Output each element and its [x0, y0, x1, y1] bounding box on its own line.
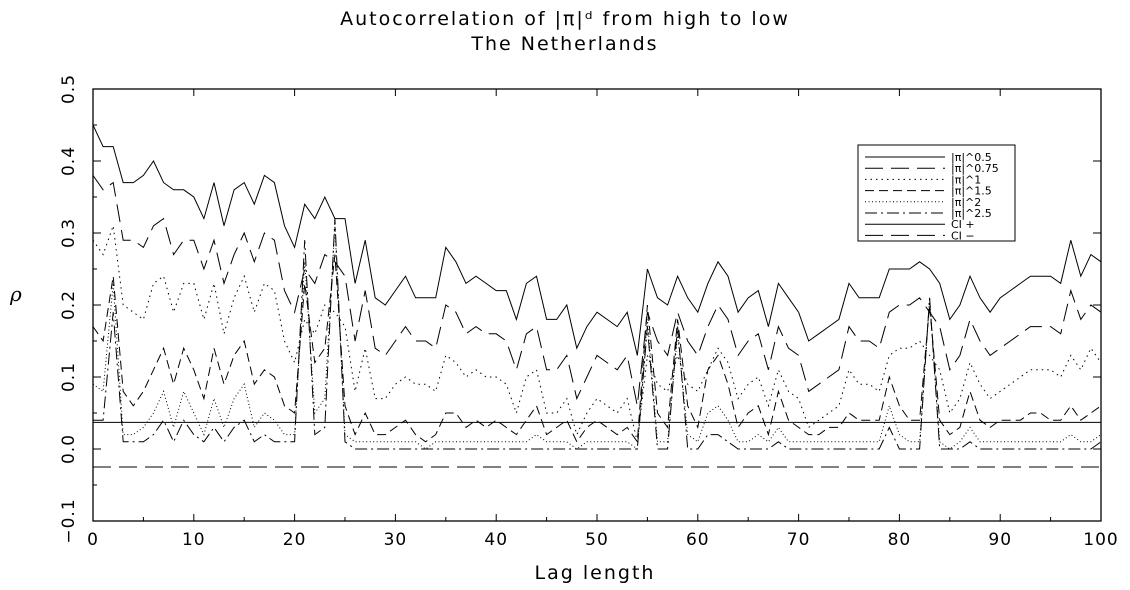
- legend-box: [857, 144, 1016, 242]
- x-tick-label: 90: [988, 530, 1012, 550]
- x-tick-label: 80: [888, 530, 912, 550]
- legend-label: |π|^0.75: [951, 162, 999, 175]
- chart-title: Autocorrelation of |π|ᵈ from high to low: [340, 8, 790, 30]
- legend: |π|^0.5|π|^0.75|π|^1|π|^1.5|π|^2|π|^2.5C…: [857, 144, 1016, 242]
- x-tick-label: 30: [384, 530, 408, 550]
- series-line-2: [92, 175, 1102, 406]
- x-tick-label: 10: [182, 530, 206, 550]
- series-lines: [92, 124, 1102, 468]
- chart-subtitle: The Netherlands: [471, 33, 659, 55]
- y-axis-label: ρ: [10, 282, 22, 306]
- legend-label: |π|^2: [951, 196, 981, 209]
- x-tick-label: 60: [686, 530, 710, 550]
- y-tick-label: 0.0: [59, 434, 79, 464]
- x-tick-label: 70: [787, 530, 811, 550]
- x-tick-label: 100: [1083, 530, 1118, 550]
- y-tick-label: 0.3: [59, 218, 79, 248]
- y-tick-label: 0.4: [59, 146, 79, 176]
- series-line-1: [92, 124, 1102, 356]
- series-line-4: [92, 254, 1102, 444]
- x-tick-label: 0: [87, 530, 99, 550]
- x-tick-label: 20: [283, 530, 307, 550]
- legend-label: |π|^1: [951, 173, 981, 186]
- legend-label: |π|^1.5: [951, 185, 992, 198]
- x-tick-label: 40: [484, 530, 508, 550]
- series-line-3: [92, 225, 1102, 442]
- legend-label: CI −: [951, 229, 975, 242]
- y-tick-label: −0.1: [59, 498, 79, 543]
- legend-label: CI +: [951, 218, 975, 231]
- legend-label: |π|^2.5: [951, 207, 992, 220]
- series-line-6: [93, 218, 1102, 450]
- series-line-5: [92, 225, 1102, 450]
- axis-ticks: [92, 88, 1102, 522]
- legend-label: |π|^0.5: [951, 151, 992, 164]
- y-tick-label: 0.1: [59, 362, 79, 392]
- y-tick-label: 0.5: [59, 74, 79, 104]
- axis-tick-labels: 0 10 20 30 40 50 60 70 80 90 100 −0.1 0.0 0.1 0.2 0.3 0.…: [59, 74, 1118, 550]
- x-axis-label: Lag length: [534, 562, 656, 584]
- x-tick-label: 50: [585, 530, 609, 550]
- y-tick-label: 0.2: [59, 290, 79, 320]
